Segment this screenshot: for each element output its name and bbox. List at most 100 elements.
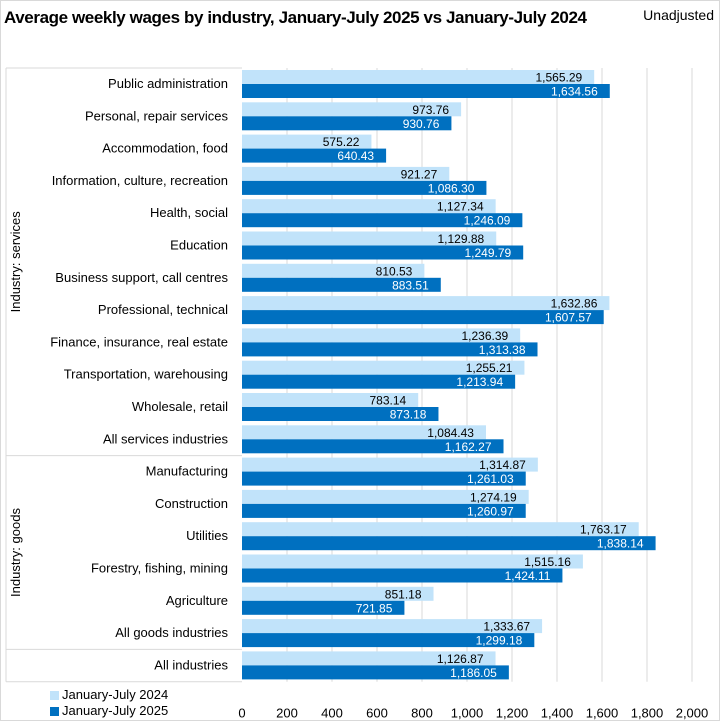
bar-2024 xyxy=(242,102,462,117)
data-label-2025: 1,249.79 xyxy=(464,246,511,260)
bar-2025 xyxy=(242,407,439,421)
x-tick-label: 1,600 xyxy=(586,706,619,721)
legend-swatch-2025 xyxy=(50,706,59,716)
bar-2024 xyxy=(242,619,543,634)
data-label-2024: 575.22 xyxy=(323,135,360,149)
category-label: Agriculture xyxy=(166,593,228,608)
bar-2025 xyxy=(242,116,452,131)
category-label: Professional, technical xyxy=(98,302,228,317)
bar-2024 xyxy=(242,651,496,666)
bar-2024 xyxy=(242,425,486,440)
bar-2025 xyxy=(242,536,656,551)
x-tick-label: 1,800 xyxy=(631,706,664,721)
data-label-2025: 1,838.14 xyxy=(597,537,644,551)
category-label: Utilities xyxy=(186,528,228,543)
data-label-2025: 1,162.27 xyxy=(445,440,492,454)
chart-subtitle: Unadjusted xyxy=(643,7,714,23)
bar-2024 xyxy=(242,296,610,311)
category-label: All industries xyxy=(154,657,228,672)
bar-2024 xyxy=(242,489,529,504)
legend-label-2025: January-July 2025 xyxy=(62,703,169,718)
bar-2025 xyxy=(242,148,387,163)
x-tick-label: 200 xyxy=(276,706,298,721)
bar-2024 xyxy=(242,134,372,149)
data-label-2025: 1,634.56 xyxy=(551,85,598,99)
x-tick-label: 400 xyxy=(321,706,343,721)
data-label-2025: 1,313.38 xyxy=(479,343,526,357)
x-tick-label: 2,000 xyxy=(676,706,709,721)
data-label-2024: 1,255.21 xyxy=(466,361,513,375)
data-label-2025: 721.85 xyxy=(356,601,393,615)
data-label-2025: 1,261.03 xyxy=(467,472,514,486)
data-label-2024: 921.27 xyxy=(401,167,438,181)
data-label-2024: 783.14 xyxy=(370,394,407,408)
bar-2025 xyxy=(242,600,405,615)
category-label: Finance, insurance, real estate xyxy=(50,334,228,349)
data-label-2024: 1,129.88 xyxy=(438,232,485,246)
bar-2024 xyxy=(242,263,425,278)
legend-label-2024: January-July 2024 xyxy=(62,687,169,702)
data-label-2025: 873.18 xyxy=(390,408,427,422)
bar-2025 xyxy=(242,180,487,195)
bar-2025 xyxy=(242,439,504,454)
data-label-2025: 930.76 xyxy=(403,117,440,131)
x-tick-label: 1,400 xyxy=(541,706,574,721)
data-label-2025: 1,086.30 xyxy=(428,181,475,195)
data-label-2024: 1,565.29 xyxy=(535,71,582,85)
x-tick-label: 1,200 xyxy=(496,706,529,721)
x-tick-label: 1,000 xyxy=(451,706,484,721)
data-label-2024: 1,236.39 xyxy=(461,329,508,343)
data-label-2024: 1,632.86 xyxy=(551,297,598,311)
legend-item-2024[interactable]: January-July 2024 xyxy=(50,687,168,703)
data-label-2025: 640.43 xyxy=(337,149,374,163)
category-label: All services industries xyxy=(103,431,228,446)
bar-2024 xyxy=(242,70,595,84)
data-label-2024: 973.76 xyxy=(412,103,449,117)
data-label-2024: 810.53 xyxy=(376,264,413,278)
x-tick-label: 800 xyxy=(411,706,433,721)
bar-2025 xyxy=(242,374,516,389)
bars xyxy=(242,70,656,680)
bar-2024 xyxy=(242,457,538,472)
data-label-2024: 1,763.17 xyxy=(580,523,627,537)
category-label: All goods industries xyxy=(115,625,228,640)
category-label: Forestry, fishing, mining xyxy=(91,561,228,576)
data-label-2025: 1,260.97 xyxy=(467,504,514,518)
category-label: Wholesale, retail xyxy=(132,399,228,414)
data-label-2024: 1,274.19 xyxy=(470,490,517,504)
x-tick-label: 600 xyxy=(366,706,388,721)
category-label: Accommodation, food xyxy=(102,141,228,156)
data-label-2025: 1,246.09 xyxy=(464,214,511,228)
bar-2024 xyxy=(242,360,525,375)
category-label: Health, social xyxy=(150,205,228,220)
data-label-2024: 851.18 xyxy=(385,587,422,601)
x-tick-label: 0 xyxy=(238,706,245,721)
data-label-2025: 1,186.05 xyxy=(450,666,497,680)
data-label-2025: 883.51 xyxy=(392,278,429,292)
bar-2025 xyxy=(242,245,524,260)
category-label: Information, culture, recreation xyxy=(52,173,228,188)
bar-2025 xyxy=(242,84,610,98)
category-label: Transportation, warehousing xyxy=(64,367,228,382)
data-label-2025: 1,607.57 xyxy=(545,311,592,325)
category-label: Construction xyxy=(155,496,228,511)
bar-2025 xyxy=(242,342,538,357)
bar-2024 xyxy=(242,199,496,214)
data-label-2025: 1,299.18 xyxy=(476,634,523,648)
category-label: Business support, call centres xyxy=(55,270,228,285)
category-label: Personal, repair services xyxy=(85,108,229,123)
chart-title: Average weekly wages by industry, Januar… xyxy=(4,8,587,27)
bar-2025 xyxy=(242,471,526,486)
legend: January-July 2024 January-July 2025 xyxy=(50,687,168,719)
bar-2025 xyxy=(242,213,523,228)
category-label: Manufacturing xyxy=(146,464,228,479)
data-label-2024: 1,314.87 xyxy=(479,458,526,472)
data-label-2024: 1,126.87 xyxy=(437,652,484,666)
data-label-2024: 1,333.67 xyxy=(483,620,530,634)
bar-2024 xyxy=(242,393,419,407)
bar-2024 xyxy=(242,554,583,569)
data-label-2025: 1,213.94 xyxy=(456,375,503,389)
legend-item-2025[interactable]: January-July 2025 xyxy=(50,703,168,719)
